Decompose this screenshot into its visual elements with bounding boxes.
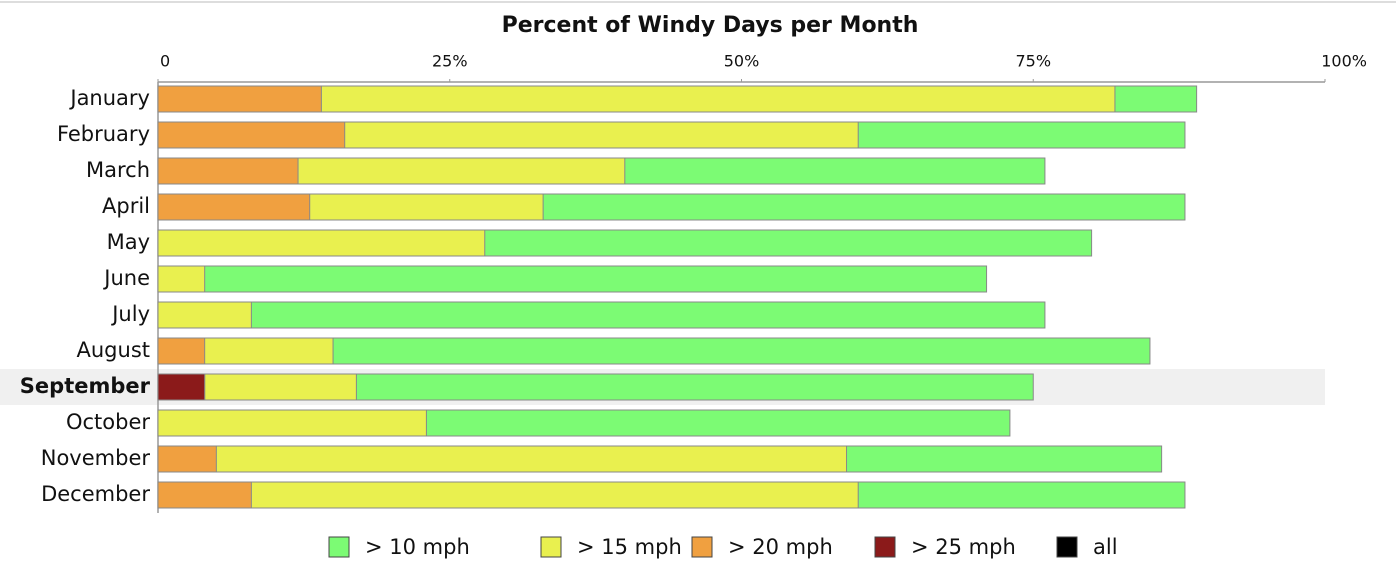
bar: [157, 337, 206, 365]
x-tick-label: 100%: [1321, 52, 1367, 71]
y-tick-label: April: [102, 194, 150, 218]
bar: [157, 85, 322, 113]
bar: [157, 445, 848, 473]
bar: [157, 301, 1046, 329]
y-tick-label: November: [41, 446, 151, 470]
bar: [157, 481, 859, 509]
bar: [157, 265, 988, 293]
bar: [157, 301, 252, 329]
y-tick-label: June: [102, 266, 150, 290]
y-tick-label: August: [77, 338, 151, 362]
x-tick-label: 75%: [1015, 52, 1051, 71]
x-tick-label: 0: [160, 52, 170, 71]
y-tick-label: July: [110, 302, 150, 326]
y-tick-label: October: [66, 410, 150, 434]
legend-swatch: [328, 536, 350, 558]
y-tick-label: September: [20, 374, 151, 398]
legend-label: all: [1093, 535, 1118, 559]
legend-label: > 10 mph: [365, 535, 470, 559]
legend-swatch: [1056, 536, 1078, 558]
legend-swatch: [540, 536, 562, 558]
y-tick-label: May: [107, 230, 150, 254]
bar: [157, 373, 206, 401]
y-tick-label: January: [68, 86, 150, 110]
y-tick-label: February: [57, 122, 150, 146]
bar: [157, 265, 206, 293]
bar: [157, 157, 299, 185]
chart-title: Percent of Windy Days per Month: [502, 13, 919, 38]
legend-label: > 25 mph: [911, 535, 1016, 559]
x-tick-label: 50%: [724, 52, 760, 71]
bar: [157, 409, 427, 437]
legend-label: > 20 mph: [728, 535, 833, 559]
legend-swatch: [691, 536, 713, 558]
bar: [157, 481, 252, 509]
bar: [157, 121, 346, 149]
legend-label: > 15 mph: [577, 535, 682, 559]
legend-swatch: [874, 536, 896, 558]
y-tick-label: March: [86, 158, 150, 182]
y-tick-label: December: [41, 482, 150, 506]
bar: [157, 445, 217, 473]
x-tick-label: 25%: [432, 52, 468, 71]
bar: [157, 229, 486, 257]
bar: [157, 193, 311, 221]
